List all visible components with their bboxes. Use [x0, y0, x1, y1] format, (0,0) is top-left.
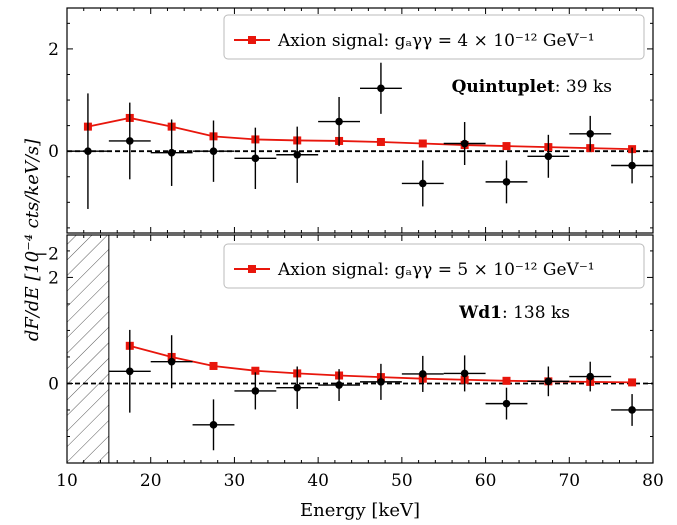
legend-box [223, 14, 645, 60]
axion-signal-line [87, 117, 633, 151]
data-point [293, 383, 302, 392]
data-point [125, 367, 134, 376]
data-point [628, 161, 636, 170]
panel-annotation: Wd1: 138 ks [458, 303, 570, 323]
x-axis-label: Energy [keV] [300, 500, 420, 521]
top-legend: Axion signal: gₐγγ = 4 × 10⁻¹² GeV⁻¹ [223, 14, 645, 60]
data-point [418, 370, 427, 378]
axion-signal-point [376, 137, 385, 146]
annotation-bold: Quintuplet [452, 77, 555, 97]
legend-marker-sample [248, 36, 256, 44]
data-point [251, 387, 260, 395]
data-point [628, 406, 636, 414]
bottom-legend: Axion signal: gₐγγ = 5 × 10⁻¹² GeV⁻¹ [223, 243, 645, 289]
data-point [377, 84, 385, 93]
hatched-region [66, 234, 110, 464]
data-point [209, 421, 218, 429]
legend-marker-sample [248, 265, 256, 273]
bottom-panel: 02 Axion signal: gₐγγ = 5 × 10⁻¹² GeV⁻¹ … [48, 234, 654, 464]
axion-signal-point [502, 142, 511, 151]
data-point [544, 377, 553, 386]
top-panel: −2 0 2 Axion signal: gₐγγ = 4 × 10⁻¹² GeV⁻… [34, 7, 654, 264]
x-tick-label: 80 [642, 471, 664, 491]
data-point [377, 378, 385, 386]
annotation-bold: Wd1 [458, 303, 502, 323]
x-tick-label: 10 [56, 471, 78, 491]
legend-box [223, 243, 645, 289]
data-point [293, 150, 302, 159]
y-tick-label: 2 [48, 268, 59, 288]
data-point [167, 148, 176, 157]
y-axis-label: dF/dE [10⁻⁴ cts/keV/s] [22, 138, 43, 341]
x-tick-label: 30 [224, 471, 246, 491]
data-point [502, 399, 511, 408]
axion-signal-point [418, 139, 427, 148]
y-tick-label: 2 [48, 40, 59, 60]
data-point [460, 139, 469, 148]
axion-signal-point [209, 361, 218, 370]
x-tick-label: 50 [391, 471, 413, 491]
x-tick-label: 40 [307, 471, 329, 491]
x-tick-label: 70 [558, 471, 580, 491]
data-point [335, 381, 343, 389]
axion-signal-point [628, 378, 637, 387]
axion-signal-point [502, 376, 511, 385]
x-tick-label: 20 [140, 471, 162, 491]
legend-label: Axion signal: gₐγγ = 4 × 10⁻¹² GeV⁻¹ [277, 31, 595, 51]
annotation-rest: : 138 ks [502, 303, 570, 323]
annotation-rest: : 39 ks [555, 77, 612, 97]
axes-frame [66, 234, 654, 464]
data-point [544, 152, 553, 161]
data-point [251, 154, 260, 163]
panel-annotation: Quintuplet: 39 ks [452, 77, 612, 97]
x-tick-label: 60 [475, 471, 497, 491]
data-point [586, 129, 595, 138]
axion-signal-point [251, 366, 260, 375]
data-point [167, 357, 176, 366]
y-tick-label: 0 [48, 142, 59, 162]
data-point [460, 369, 469, 378]
data-point [418, 179, 427, 188]
data-point [335, 117, 343, 126]
data-point [209, 147, 218, 155]
data-point [586, 372, 595, 381]
y-tick-label: 0 [48, 374, 59, 394]
legend-label: Axion signal: gₐγγ = 5 × 10⁻¹² GeV⁻¹ [277, 260, 595, 280]
y-tick-label: −2 [34, 244, 59, 264]
axes-frame [66, 7, 654, 234]
data-point [84, 147, 92, 155]
data-point [502, 178, 511, 186]
data-point [125, 137, 134, 145]
